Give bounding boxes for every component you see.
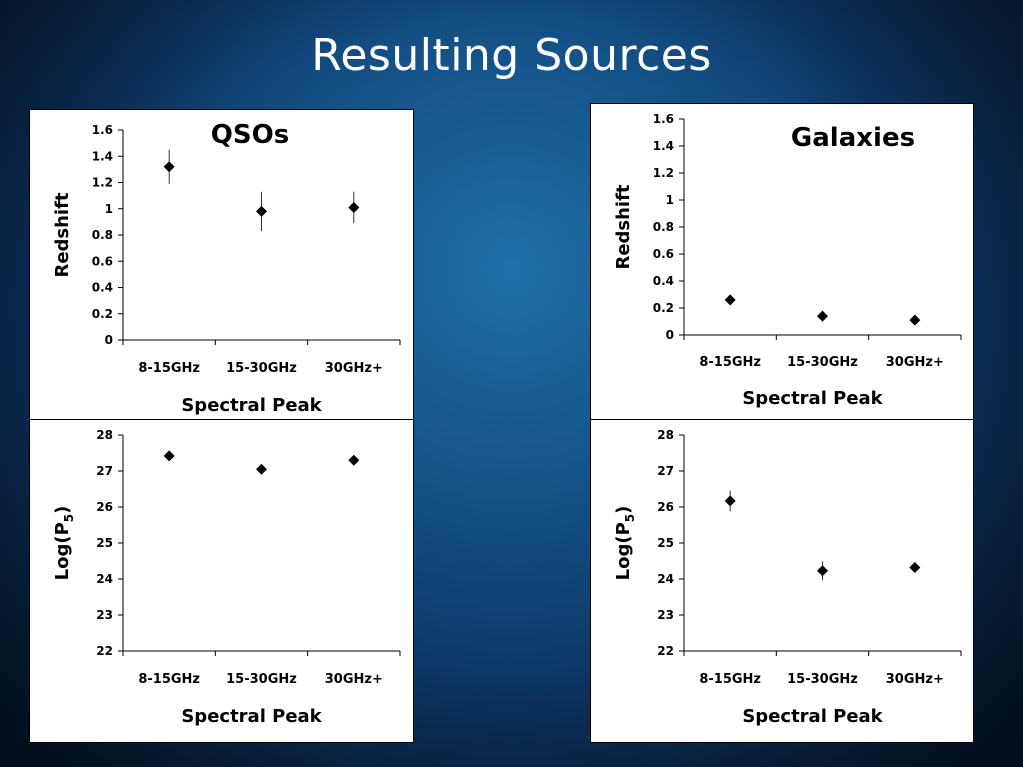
qso-redshift-chart: 0 0.2 0.4 0.6 0.8 1 1.2 1.4 1.6 8-15GHz 15-30GHz 30… bbox=[29, 109, 414, 421]
y-tick-label: 26 bbox=[657, 500, 674, 514]
y-tick-label: 23 bbox=[96, 608, 113, 622]
y-tick-label: 27 bbox=[96, 464, 113, 478]
y-tick-label: 24 bbox=[657, 572, 674, 586]
x-tick-label: 15-30GHz bbox=[787, 672, 858, 687]
y-tick-label: 28 bbox=[96, 428, 113, 442]
data-point bbox=[909, 561, 921, 573]
data-point bbox=[817, 565, 828, 577]
y-tick-label: 1.4 bbox=[653, 139, 674, 153]
y-tick-label: 0.6 bbox=[653, 247, 674, 261]
y-tick-label: 23 bbox=[657, 608, 674, 622]
y-tick-label: 25 bbox=[96, 536, 113, 550]
y-tick-label: 25 bbox=[657, 536, 674, 550]
data-point bbox=[256, 463, 267, 475]
x-axis-title: Spectral Peak bbox=[181, 395, 322, 416]
y-tick-label: 22 bbox=[657, 644, 674, 658]
data-point bbox=[817, 310, 828, 322]
data-point bbox=[348, 201, 360, 213]
y-tick-label: 1.2 bbox=[653, 166, 674, 180]
x-tick-label: 8-15GHz bbox=[138, 672, 200, 687]
x-tick-label: 15-30GHz bbox=[226, 361, 297, 376]
y-tick-label: 28 bbox=[657, 428, 674, 442]
chart-title: QSOs bbox=[211, 120, 289, 150]
y-tick-label: 0.2 bbox=[92, 307, 113, 321]
data-point bbox=[256, 205, 267, 217]
x-tick-label: 8-15GHz bbox=[699, 672, 761, 687]
y-tick-label: 27 bbox=[657, 464, 674, 478]
y-axis-title: Log(P5) bbox=[52, 506, 76, 581]
galaxy-power-chart: 22 23 24 25 26 27 28 8-15GHz 15-30GHz 30GHz+ Log(P… bbox=[590, 419, 974, 743]
qso-power-chart: 22 23 24 25 26 27 28 8-15GHz 15-30GHz 30GHz+ Log(P… bbox=[29, 419, 414, 743]
y-axis-title: Log(P5) bbox=[613, 506, 637, 581]
data-point bbox=[909, 314, 921, 326]
y-tick-label: 0.8 bbox=[653, 220, 674, 234]
y-tick-label: 1.2 bbox=[92, 176, 113, 190]
y-tick-label: 1 bbox=[666, 193, 674, 207]
galaxy-redshift-chart: 0 0.2 0.4 0.6 0.8 1 1.2 1.4 1.6 8-15GHz 15-30GHz 30… bbox=[590, 103, 974, 421]
data-point bbox=[724, 294, 736, 306]
y-axis-title: Redshift bbox=[52, 192, 73, 277]
y-axis-title: Redshift bbox=[613, 184, 634, 269]
data-point bbox=[163, 450, 175, 462]
y-tick-label: 0.4 bbox=[653, 274, 674, 288]
data-point bbox=[163, 161, 175, 173]
x-tick-label: 15-30GHz bbox=[787, 355, 858, 370]
y-tick-label: 22 bbox=[96, 644, 113, 658]
slide-title: Resulting Sources bbox=[311, 30, 712, 81]
data-point bbox=[724, 495, 736, 507]
y-tick-label: 1 bbox=[105, 202, 113, 216]
y-tick-label: 26 bbox=[96, 500, 113, 514]
x-tick-label: 8-15GHz bbox=[699, 355, 761, 370]
y-tick-label: 0.4 bbox=[92, 281, 113, 295]
y-tick-label: 0 bbox=[105, 333, 113, 347]
x-axis-title: Spectral Peak bbox=[742, 706, 883, 727]
x-tick-label: 30GHz+ bbox=[325, 361, 383, 376]
x-tick-label: 30GHz+ bbox=[886, 355, 944, 370]
x-tick-label: 15-30GHz bbox=[226, 672, 297, 687]
x-axis-title: Spectral Peak bbox=[181, 706, 322, 727]
y-tick-label: 0.2 bbox=[653, 301, 674, 315]
y-tick-label: 0.6 bbox=[92, 254, 113, 268]
data-point bbox=[348, 454, 360, 466]
y-tick-label: 0 bbox=[666, 328, 674, 342]
x-tick-label: 8-15GHz bbox=[138, 361, 200, 376]
y-tick-label: 1.6 bbox=[92, 123, 113, 137]
y-tick-label: 1.6 bbox=[653, 112, 674, 126]
y-tick-label: 24 bbox=[96, 572, 113, 586]
y-tick-label: 0.8 bbox=[92, 228, 113, 242]
x-axis-title: Spectral Peak bbox=[742, 388, 883, 409]
x-tick-label: 30GHz+ bbox=[325, 672, 383, 687]
x-tick-label: 30GHz+ bbox=[886, 672, 944, 687]
y-tick-label: 1.4 bbox=[92, 149, 113, 163]
chart-title: Galaxies bbox=[791, 123, 915, 153]
